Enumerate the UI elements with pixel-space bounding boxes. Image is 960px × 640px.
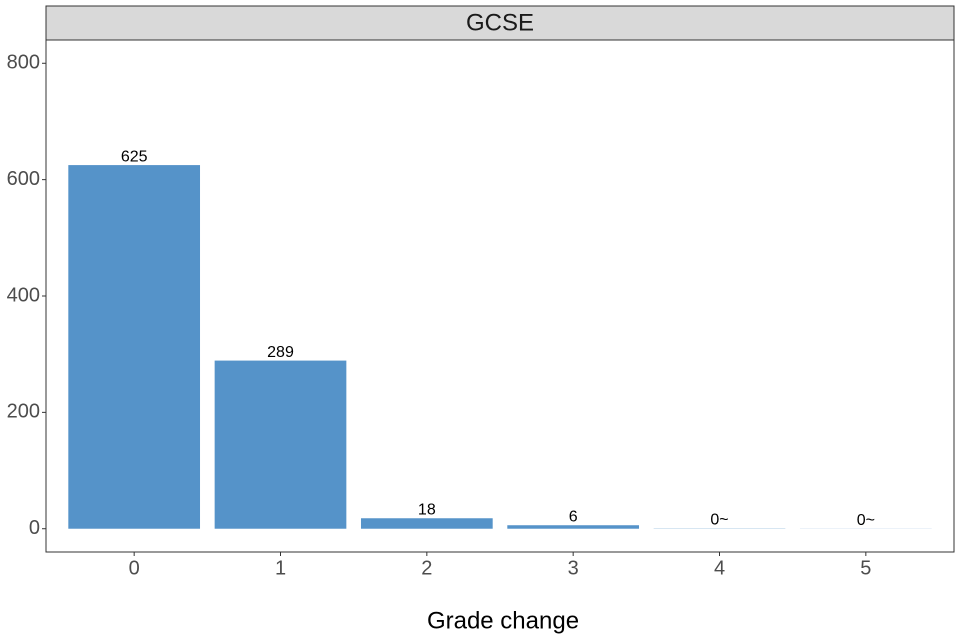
bar bbox=[360, 518, 493, 529]
x-axis-title: Grade change bbox=[427, 607, 579, 634]
panel-border bbox=[45, 39, 955, 553]
value-label: 0~ bbox=[857, 512, 875, 529]
value-label: 625 bbox=[121, 148, 148, 165]
x-tick-label: 1 bbox=[275, 557, 286, 579]
x-tick-label: 5 bbox=[860, 557, 871, 579]
value-label: 0~ bbox=[710, 512, 728, 529]
value-label: 18 bbox=[418, 501, 436, 518]
y-tick-label: 200 bbox=[7, 401, 40, 423]
x-tick-label: 2 bbox=[421, 557, 432, 579]
value-label: 289 bbox=[267, 344, 294, 361]
y-tick-label: 600 bbox=[7, 168, 40, 190]
y-tick-label: 400 bbox=[7, 284, 40, 306]
strip bbox=[45, 5, 955, 41]
y-tick-label: 800 bbox=[7, 52, 40, 74]
bar bbox=[68, 165, 201, 529]
x-tick-label: 0 bbox=[129, 557, 140, 579]
value-label: 6 bbox=[569, 508, 578, 525]
chart-title: GCSE bbox=[466, 9, 534, 36]
x-tick-label: 4 bbox=[714, 557, 725, 579]
y-tick-label: 0 bbox=[29, 517, 40, 539]
x-tick-label: 3 bbox=[568, 557, 579, 579]
bar bbox=[507, 525, 640, 529]
bar bbox=[214, 360, 347, 529]
